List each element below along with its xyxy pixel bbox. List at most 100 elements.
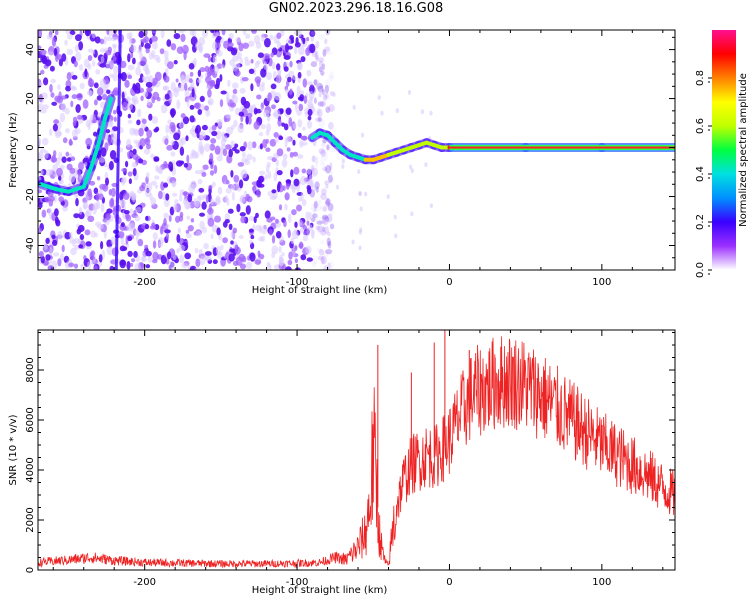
noise-speckle: [226, 91, 230, 102]
noise-speckle: [289, 60, 293, 68]
x-tick-label: -200: [133, 577, 156, 588]
noise-speckle: [322, 166, 328, 172]
noise-speckle: [252, 67, 257, 76]
noise-speckle: [302, 234, 308, 242]
noise-speckle: [125, 212, 130, 220]
noise-speckle: [239, 196, 246, 204]
noise-speckle: [207, 98, 214, 106]
noise-speckle: [56, 167, 63, 177]
noise-speckle: [164, 93, 170, 100]
noise-speckle: [324, 180, 330, 186]
noise-speckle: [232, 88, 238, 95]
noise-speckle: [66, 157, 72, 162]
noise-speckle: [287, 229, 291, 239]
noise-speckle: [262, 139, 268, 149]
noise-speckle: [154, 175, 160, 180]
noise-speckle: [308, 224, 313, 231]
noise-speckle: [276, 63, 281, 71]
noise-speckle: [255, 108, 262, 114]
noise-speckle: [264, 37, 271, 48]
noise-speckle: [78, 161, 84, 171]
noise-speckle: [310, 214, 317, 220]
noise-speckle: [312, 213, 318, 219]
noise-speckle: [42, 104, 49, 110]
noise-speckle: [146, 100, 152, 106]
noise-speckle: [290, 169, 294, 178]
noise-speckle: [129, 44, 137, 53]
noise-speckle: [119, 60, 127, 69]
noise-speckle: [77, 238, 82, 245]
noise-speckle: [317, 224, 323, 233]
noise-speckle: [210, 30, 215, 33]
noise-speckle: [92, 114, 96, 124]
noise-speckle: [320, 193, 327, 201]
noise-speckle: [317, 225, 323, 233]
noise-speckle: [51, 234, 56, 240]
noise-speckle: [216, 155, 223, 162]
noise-speckle: [244, 56, 249, 62]
noise-speckle: [126, 102, 133, 111]
noise-speckle: [128, 36, 133, 45]
noise-speckle: [170, 109, 175, 118]
noise-speckle: [243, 100, 251, 109]
noise-speckle: [214, 215, 221, 223]
noise-speckle: [182, 191, 189, 196]
y-axis-label: SNR (10 * v/v): [8, 414, 19, 485]
noise-speckle: [60, 253, 64, 261]
noise-speckle: [66, 48, 74, 56]
noise-speckle: [186, 215, 190, 221]
noise-speckle: [75, 52, 82, 62]
x-tick-label: 100: [592, 277, 611, 288]
noise-speckle: [50, 92, 55, 98]
noise-speckle: [52, 123, 59, 132]
noise-speckle: [311, 229, 315, 239]
noise-speckle: [173, 60, 178, 65]
noise-speckle: [316, 84, 321, 91]
noise-speckle: [241, 157, 249, 163]
noise-speckle: [126, 138, 132, 148]
noise-speckle: [145, 68, 151, 76]
noise-speckle: [206, 71, 212, 78]
noise-speckle: [213, 164, 218, 174]
noise-speckle: [146, 143, 151, 150]
noise-speckle: [185, 135, 189, 142]
noise-speckle: [132, 85, 138, 91]
noise-speckle: [261, 225, 268, 235]
noise-speckle: [109, 59, 115, 69]
noise-speckle: [233, 119, 238, 128]
noise-speckle: [40, 255, 45, 264]
noise-speckle: [309, 189, 316, 198]
noise-speckle: [313, 185, 317, 191]
noise-speckle: [99, 78, 106, 89]
noise-speckle: [77, 224, 85, 233]
noise-speckle: [321, 138, 327, 148]
noise-speckle: [58, 175, 62, 181]
noise-speckle: [73, 263, 79, 269]
noise-speckle: [204, 105, 209, 111]
noise-speckle: [139, 185, 146, 192]
noise-speckle: [297, 30, 302, 38]
noise-speckle: [103, 35, 107, 45]
noise-speckle: [292, 100, 298, 105]
noise-speckle: [278, 204, 283, 211]
noise-speckle: [145, 176, 149, 185]
noise-speckle: [297, 154, 304, 159]
noise-speckle: [184, 82, 188, 92]
noise-speckle: [245, 33, 251, 39]
noise-speckle: [38, 45, 42, 50]
noise-speckle: [227, 79, 231, 88]
noise-speckle: [154, 184, 159, 189]
noise-speckle: [165, 233, 170, 240]
noise-speckle: [253, 216, 257, 224]
noise-speckle: [152, 232, 158, 241]
noise-speckle: [194, 127, 199, 134]
noise-speckle: [324, 226, 329, 235]
noise-speckle: [100, 241, 104, 250]
carrier-band-core: [449, 146, 675, 149]
noise-speckle: [90, 230, 96, 238]
noise-speckle: [226, 197, 230, 206]
noise-speckle: [121, 91, 125, 102]
noise-speckle: [163, 182, 169, 188]
noise-speckle: [233, 174, 240, 183]
noise-speckle: [74, 167, 79, 176]
